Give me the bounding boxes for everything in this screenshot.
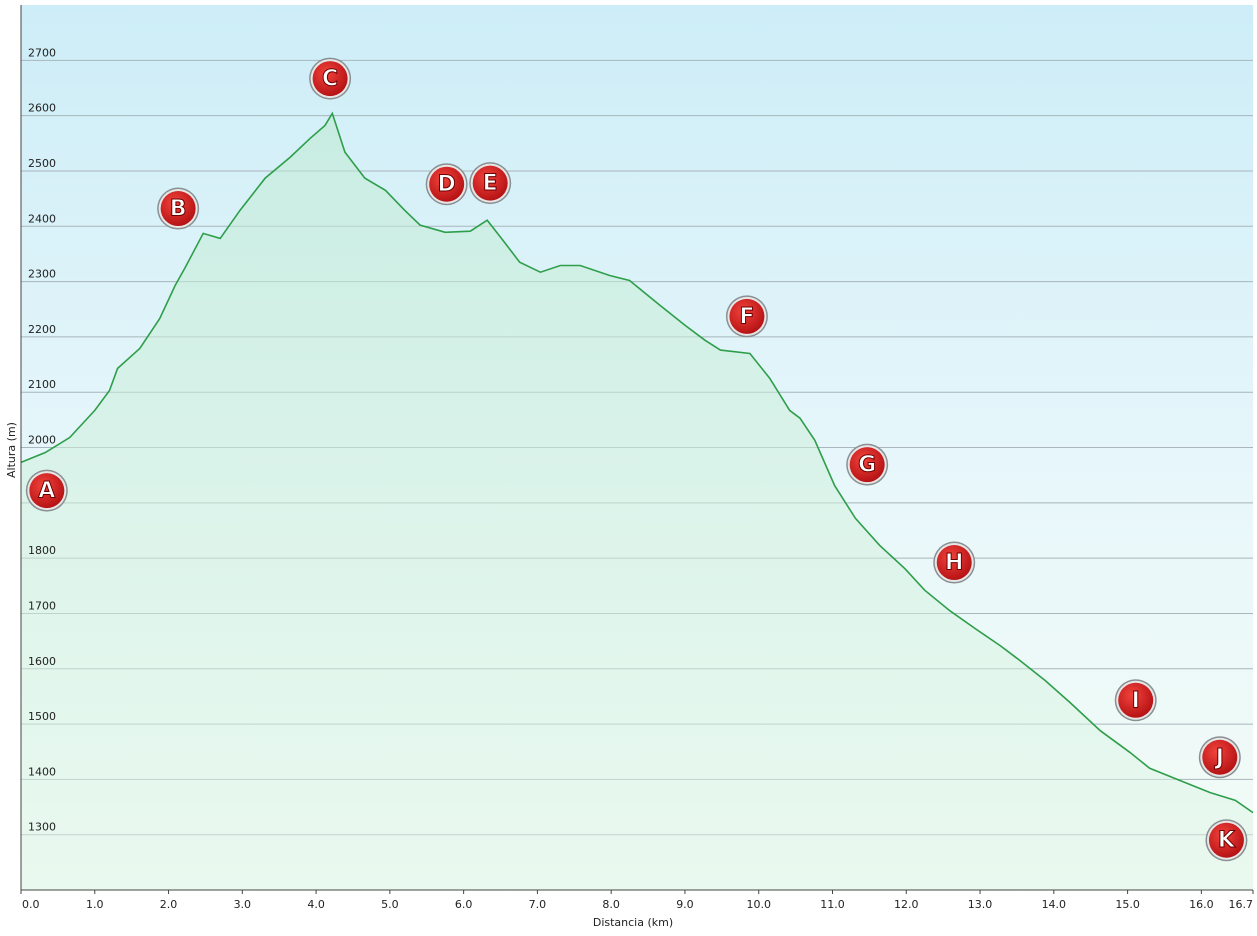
waypoint: A — [25, 469, 68, 512]
x-tick-label: 13.0 — [968, 898, 993, 911]
y-tick-label: 1400 — [28, 765, 56, 778]
y-tick-label: 2600 — [28, 102, 56, 115]
plot — [20, 111, 1254, 890]
x-tick-label: 9.0 — [676, 898, 694, 911]
x-tick-label: 10.0 — [746, 898, 771, 911]
x-tick-label: 8.0 — [602, 898, 620, 911]
waypoint-label: H — [945, 551, 963, 576]
waypoint: F — [725, 295, 768, 338]
y-tick-label: 1600 — [28, 655, 56, 668]
x-tick-label: 15.0 — [1115, 898, 1140, 911]
waypoint: D — [425, 163, 468, 206]
y-tick-label: 2100 — [28, 378, 56, 391]
line — [20, 111, 1254, 814]
waypoint-ball — [472, 165, 508, 201]
waypoint: E — [469, 162, 512, 205]
y-tick-label: 1300 — [28, 821, 56, 834]
waypoints: A B C D E F G H I J K — [25, 57, 1248, 862]
x-tick-label: 14.0 — [1042, 898, 1067, 911]
x-tick-label: 7.0 — [529, 898, 547, 911]
waypoint: C — [309, 57, 352, 100]
y-tick-label: 2400 — [28, 212, 56, 225]
x-axis-title: Distancia (km) — [593, 916, 673, 929]
x-tick-label: 6.0 — [455, 898, 473, 911]
x-tick-label: 12.0 — [894, 898, 919, 911]
waypoint-ball — [1208, 822, 1244, 858]
waypoint-ball — [429, 166, 465, 202]
waypoint-label: F — [739, 304, 754, 329]
waypoint-label: I — [1132, 688, 1140, 713]
waypoint-ball — [936, 545, 972, 581]
waypoint-label: K — [1218, 828, 1236, 853]
waypoint-label: E — [483, 171, 498, 196]
y-tick-label: 2700 — [28, 46, 56, 59]
x-tick-label: 0.0 — [22, 898, 40, 911]
x-tick-label: 16.0 — [1189, 898, 1214, 911]
x-tick-label: 16.7 — [1229, 898, 1254, 911]
waypoint-ball — [729, 298, 765, 334]
waypoint: G — [846, 443, 889, 486]
waypoint-ball — [849, 447, 885, 483]
tick-labels: 1300140015001600170018001900200021002200… — [20, 46, 1254, 911]
y-tick-label: 2300 — [28, 268, 56, 281]
waypoint: H — [933, 541, 976, 584]
waypoint-label: C — [322, 67, 338, 92]
y-axis-title: Altura (m) — [5, 422, 18, 478]
x-tick-label: 11.0 — [820, 898, 845, 911]
waypoint: I — [1114, 679, 1157, 722]
waypoint-label: B — [170, 197, 187, 222]
waypoint-ball — [1202, 739, 1238, 775]
waypoint: K — [1205, 819, 1248, 862]
area — [21, 113, 1253, 890]
x-tick-label: 4.0 — [307, 898, 325, 911]
y-tick-label: 2200 — [28, 323, 56, 336]
x-tick-label: 3.0 — [234, 898, 252, 911]
waypoint: B — [157, 187, 200, 230]
waypoint-label: J — [1214, 745, 1224, 770]
y-tick-label: 1800 — [28, 544, 56, 557]
x-tick-label: 5.0 — [381, 898, 399, 911]
waypoint: J — [1198, 736, 1241, 779]
x-tick-label: 1.0 — [86, 898, 104, 911]
waypoint-ball — [29, 473, 65, 509]
y-tick-label: 2000 — [28, 434, 56, 447]
waypoint-ball — [160, 191, 196, 227]
x-tick-label: 2.0 — [160, 898, 178, 911]
waypoint-label: A — [38, 479, 55, 504]
waypoint-ball — [312, 61, 348, 97]
waypoint-ball — [1118, 682, 1154, 718]
waypoint-label: G — [858, 453, 876, 478]
y-tick-label: 2500 — [28, 157, 56, 170]
y-tick-label: 1700 — [28, 599, 56, 612]
y-tick-label: 1500 — [28, 710, 56, 723]
waypoint-label: D — [438, 172, 456, 197]
